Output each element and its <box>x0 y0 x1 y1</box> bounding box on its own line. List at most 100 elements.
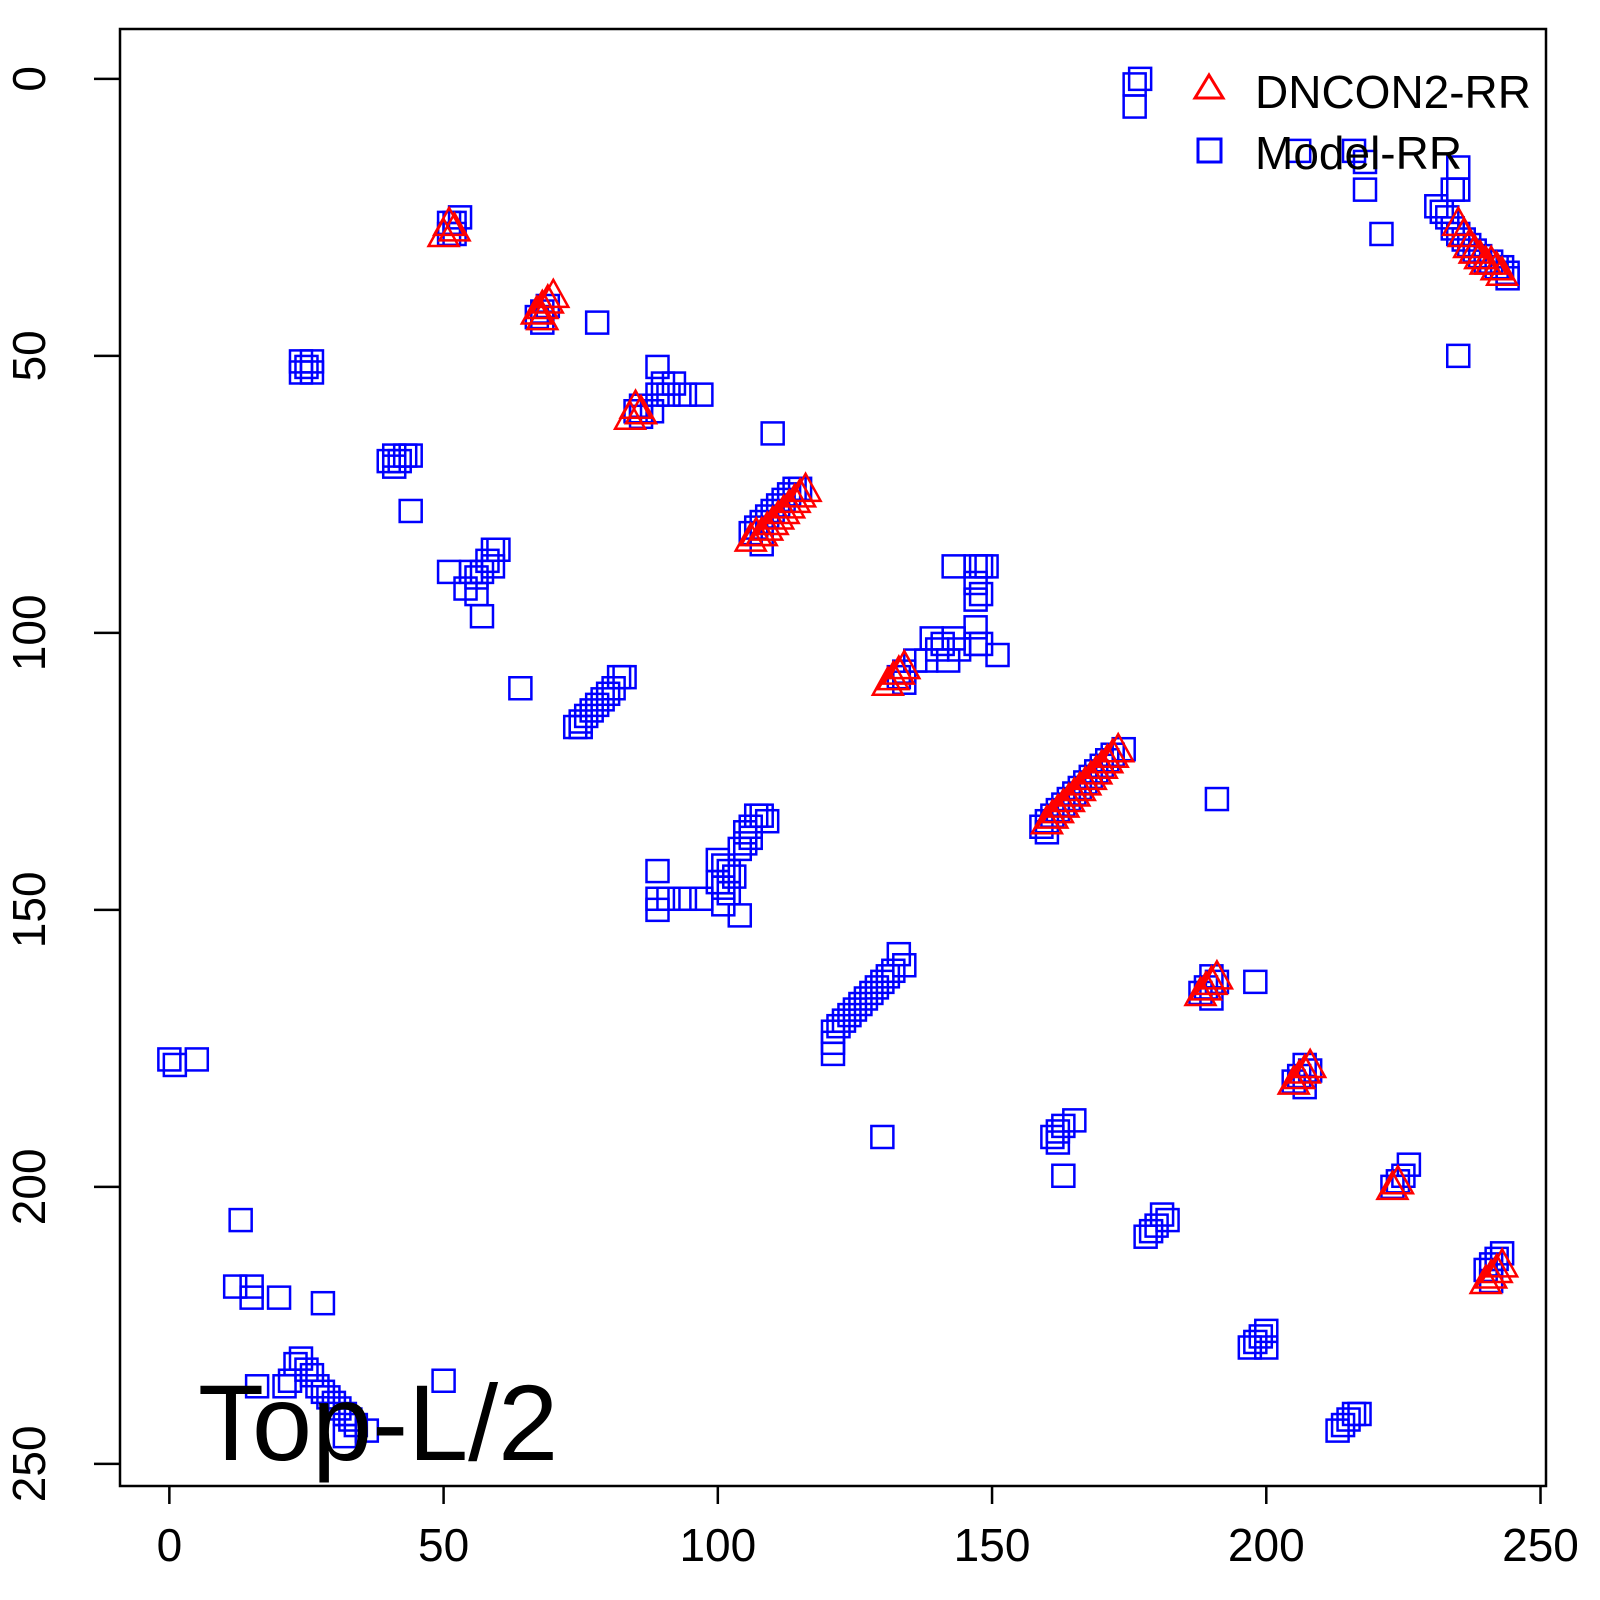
dncon2-rr-point <box>1484 1246 1520 1278</box>
model-rr-point <box>1133 1224 1158 1249</box>
dncon2-rr-point <box>1293 1047 1328 1079</box>
model-rr-point <box>1352 149 1378 175</box>
dncon2-rr-point <box>426 216 461 248</box>
model-rr-point <box>968 554 994 579</box>
model-rr-point <box>1051 1163 1076 1189</box>
dncon2-rr-point <box>771 487 807 519</box>
plot-frame <box>118 27 1548 1488</box>
model-rr-point <box>1445 343 1471 369</box>
model-rr-point <box>656 382 681 407</box>
x-tick-label: 50 <box>418 1519 469 1571</box>
dncon2-rr-point <box>612 399 648 431</box>
model-rr-point <box>1122 72 1147 97</box>
dncon2-rr-point <box>870 665 905 696</box>
dncon2-rr-point <box>1183 975 1218 1007</box>
model-rr-point <box>1254 1335 1279 1360</box>
model-rr-point <box>1325 1418 1350 1443</box>
dncon2-rr-point <box>1079 753 1114 785</box>
dncon2-rr-point <box>536 277 571 309</box>
dncon2-rr-point <box>1474 1257 1509 1289</box>
dncon2-rr-point <box>1375 1169 1410 1201</box>
dncon2-rr-point <box>525 288 560 320</box>
dncon2-rr-point <box>788 471 823 503</box>
legend: DNCON2-RR Model-RR <box>1192 66 1531 179</box>
model-rr-point <box>244 1374 270 1399</box>
dncon2-rr-point <box>876 659 911 691</box>
dncon2-rr-point <box>1479 1252 1514 1284</box>
model-rr-point <box>1040 1124 1065 1150</box>
dncon2-rr-point <box>1029 803 1065 835</box>
model-rr-point <box>689 382 714 407</box>
model-rr-point <box>645 858 670 884</box>
model-rr-point <box>469 603 495 629</box>
model-rr-point <box>157 1047 182 1072</box>
model-rr-point <box>1127 66 1153 92</box>
dncon2-rr-point <box>519 293 554 325</box>
x-tick-label: 200 <box>1228 1519 1305 1571</box>
dncon2-rr-point <box>1287 1052 1322 1084</box>
model-rr-point <box>381 454 407 479</box>
model-rr-point <box>941 554 966 579</box>
legend-label-model-rr: Model-RR <box>1255 127 1462 179</box>
dncon2-rr-point <box>881 654 916 685</box>
model-rr-point <box>277 1368 303 1393</box>
model-rr-point <box>870 1124 895 1150</box>
model-rr-point <box>1352 177 1378 202</box>
dncon2-rr-point <box>1282 1058 1317 1090</box>
dncon2-rr-point <box>782 476 818 508</box>
model-rr-point <box>672 382 698 407</box>
model-rr-point <box>239 1285 264 1310</box>
dncon2-rr-point <box>1474 244 1509 275</box>
dncon2-rr-series <box>426 205 1520 1295</box>
dncon2-rr-point <box>1035 798 1070 829</box>
dncon2-rr-point <box>1051 781 1086 813</box>
model-rr-point <box>1122 94 1147 119</box>
dncon2-rr-point <box>766 493 801 525</box>
dncon2-rr-point <box>1484 255 1520 287</box>
model-rr-point <box>672 886 698 912</box>
model-rr-point <box>985 642 1010 668</box>
model-rr-series <box>157 66 1520 1449</box>
chart-annotation: Top-L/2 <box>198 1362 558 1483</box>
model-rr-point <box>727 903 753 928</box>
dncon2-rr-point <box>1095 737 1130 768</box>
legend-triangle-icon <box>1192 72 1226 100</box>
y-tick-label: 0 <box>3 66 55 92</box>
model-rr-point <box>584 310 610 335</box>
dncon2-rr-point <box>525 299 560 331</box>
x-tick-label: 100 <box>679 1519 756 1571</box>
dncon2-rr-point <box>1479 249 1514 281</box>
model-rr-point <box>332 1423 358 1449</box>
model-rr-point <box>1369 221 1394 247</box>
dncon2-rr-point <box>1084 748 1119 780</box>
dncon2-rr-point <box>1101 731 1136 763</box>
model-rr-point <box>398 498 423 524</box>
model-rr-point <box>508 676 533 701</box>
dncon2-rr-point <box>739 515 774 547</box>
dncon2-rr-point <box>1468 1263 1503 1295</box>
model-rr-point <box>272 1374 297 1399</box>
model-rr-point <box>760 421 785 446</box>
model-rr-point <box>184 1047 210 1072</box>
dncon2-rr-point <box>1380 1163 1416 1195</box>
dncon2-rr-point <box>1068 764 1103 796</box>
model-rr-point <box>645 354 670 380</box>
dncon2-rr-point <box>887 648 922 680</box>
model-rr-point <box>1243 969 1268 995</box>
x-tick-label: 150 <box>954 1519 1031 1571</box>
y-tick-label: 100 <box>3 594 55 671</box>
model-rr-point <box>1440 177 1466 202</box>
dncon2-rr-point <box>1062 770 1097 802</box>
model-rr-point <box>228 1207 253 1233</box>
model-rr-point <box>1237 1335 1263 1360</box>
model-rr-point <box>963 631 988 657</box>
dncon2-rr-point <box>755 504 790 536</box>
dncon2-rr-point <box>1452 227 1487 259</box>
model-rr-point <box>299 360 325 385</box>
dncon2-rr-point <box>1457 233 1492 264</box>
model-rr-point <box>963 587 988 612</box>
model-rr-point <box>732 831 758 856</box>
model-rr-point <box>963 615 988 640</box>
dncon2-rr-point <box>1090 742 1125 774</box>
legend-square-icon <box>1196 137 1223 164</box>
